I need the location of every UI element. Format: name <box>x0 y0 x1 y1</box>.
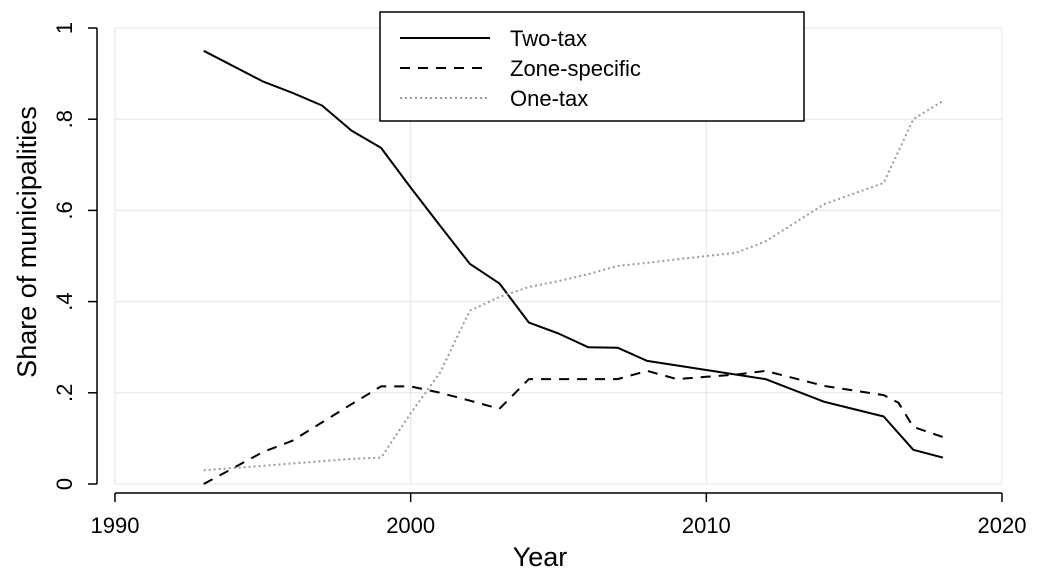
y-tick-label: .2 <box>52 384 77 402</box>
y-tick-label: .6 <box>52 201 77 219</box>
series-line-two-tax <box>203 49 944 459</box>
x-tick-label: 1990 <box>91 513 140 538</box>
series-line-zone-specific <box>203 369 944 485</box>
y-tick-label: 0 <box>52 478 77 490</box>
legend-label-one-tax: One-tax <box>510 86 588 111</box>
legend: Two-tax Zone-specific One-tax <box>379 11 805 122</box>
x-tick-label: 2000 <box>386 513 435 538</box>
series-lines <box>203 49 944 485</box>
axes <box>96 28 1002 494</box>
x-axis-title: Year <box>513 542 568 571</box>
y-tick-label: .8 <box>52 110 77 128</box>
x-tick-label: 2020 <box>978 513 1027 538</box>
legend-label-zone-specific: Zone-specific <box>510 56 641 81</box>
legend-box <box>379 11 805 122</box>
y-tick-label: .4 <box>52 292 77 310</box>
y-axis-title: Share of municipalities <box>12 106 42 378</box>
y-tick-label: 1 <box>52 22 77 34</box>
legend-label-two-tax: Two-tax <box>510 26 587 51</box>
x-tick-label: 2010 <box>682 513 731 538</box>
series-line-one-tax <box>203 100 944 472</box>
tick-marks: 0 .2 .4 .6 .8 1 1990 2000 2010 2020 <box>52 22 1026 538</box>
